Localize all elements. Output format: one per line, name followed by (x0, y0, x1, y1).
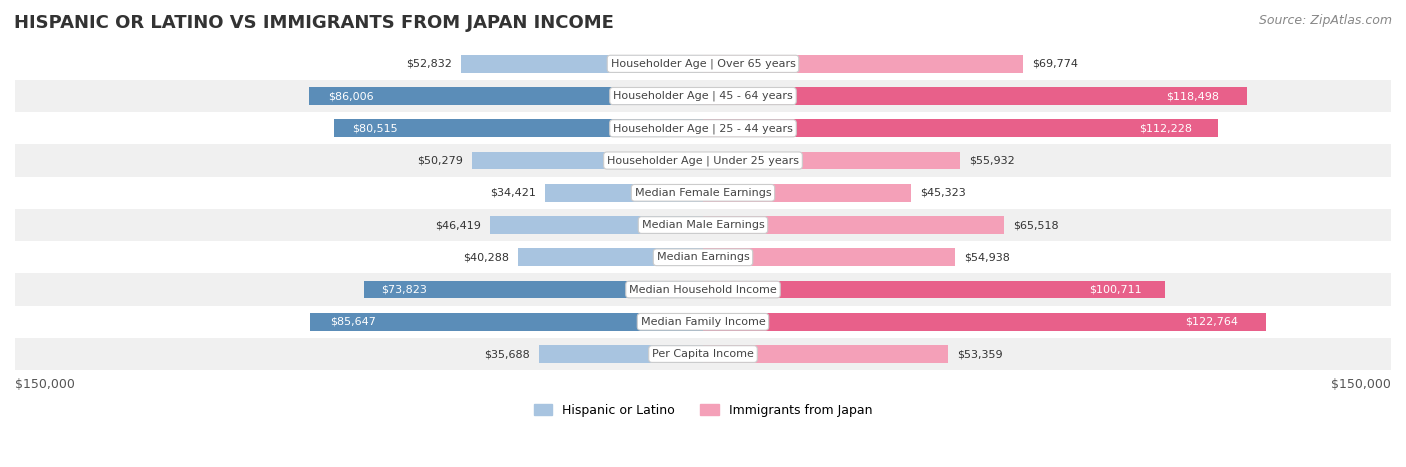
Bar (546, 184, 703, 202)
Bar (472, 152, 703, 170)
Text: Median Earnings: Median Earnings (657, 252, 749, 262)
Text: $150,000: $150,000 (15, 378, 75, 391)
Bar (703, 87, 1247, 105)
Bar (15, 80, 1391, 112)
Text: $50,279: $50,279 (418, 156, 463, 166)
Legend: Hispanic or Latino, Immigrants from Japan: Hispanic or Latino, Immigrants from Japa… (529, 399, 877, 422)
Bar (703, 184, 911, 202)
Bar (311, 313, 703, 331)
Bar (703, 345, 948, 363)
Text: $55,932: $55,932 (969, 156, 1015, 166)
Text: $118,498: $118,498 (1167, 91, 1219, 101)
Text: $80,515: $80,515 (352, 123, 398, 133)
Text: $34,421: $34,421 (491, 188, 536, 198)
Text: $40,288: $40,288 (463, 252, 509, 262)
Text: $52,832: $52,832 (405, 59, 451, 69)
Text: $46,419: $46,419 (434, 220, 481, 230)
Bar (519, 248, 703, 266)
Bar (15, 112, 1391, 144)
Text: Median Female Earnings: Median Female Earnings (634, 188, 772, 198)
Bar (491, 216, 703, 234)
Bar (15, 48, 1391, 80)
Bar (703, 216, 1004, 234)
Bar (15, 177, 1391, 209)
Bar (15, 209, 1391, 241)
Text: Householder Age | Over 65 years: Householder Age | Over 65 years (610, 58, 796, 69)
Bar (15, 306, 1391, 338)
Text: $73,823: $73,823 (381, 284, 427, 295)
Text: $53,359: $53,359 (957, 349, 1002, 359)
Text: $122,764: $122,764 (1185, 317, 1237, 327)
Text: $54,938: $54,938 (965, 252, 1010, 262)
Text: $86,006: $86,006 (328, 91, 374, 101)
Text: Source: ZipAtlas.com: Source: ZipAtlas.com (1258, 14, 1392, 27)
Text: HISPANIC OR LATINO VS IMMIGRANTS FROM JAPAN INCOME: HISPANIC OR LATINO VS IMMIGRANTS FROM JA… (14, 14, 614, 32)
Bar (540, 345, 703, 363)
Bar (15, 241, 1391, 274)
Bar (364, 281, 703, 298)
Text: $150,000: $150,000 (1331, 378, 1391, 391)
Text: $112,228: $112,228 (1139, 123, 1192, 133)
Text: Householder Age | Under 25 years: Householder Age | Under 25 years (607, 156, 799, 166)
Bar (703, 120, 1218, 137)
Bar (461, 55, 703, 73)
Bar (15, 338, 1391, 370)
Bar (703, 281, 1166, 298)
Text: Householder Age | 45 - 64 years: Householder Age | 45 - 64 years (613, 91, 793, 101)
Text: Per Capita Income: Per Capita Income (652, 349, 754, 359)
Text: $100,711: $100,711 (1090, 284, 1142, 295)
Text: $69,774: $69,774 (1032, 59, 1078, 69)
Bar (703, 248, 955, 266)
Bar (15, 274, 1391, 306)
Bar (333, 120, 703, 137)
Text: $85,647: $85,647 (330, 317, 375, 327)
Bar (308, 87, 703, 105)
Bar (15, 144, 1391, 177)
Bar (703, 152, 959, 170)
Text: Householder Age | 25 - 44 years: Householder Age | 25 - 44 years (613, 123, 793, 134)
Text: Median Family Income: Median Family Income (641, 317, 765, 327)
Bar (703, 55, 1024, 73)
Text: Median Household Income: Median Household Income (628, 284, 778, 295)
Text: Median Male Earnings: Median Male Earnings (641, 220, 765, 230)
Text: $45,323: $45,323 (920, 188, 966, 198)
Text: $65,518: $65,518 (1012, 220, 1059, 230)
Bar (703, 313, 1265, 331)
Text: $35,688: $35,688 (485, 349, 530, 359)
